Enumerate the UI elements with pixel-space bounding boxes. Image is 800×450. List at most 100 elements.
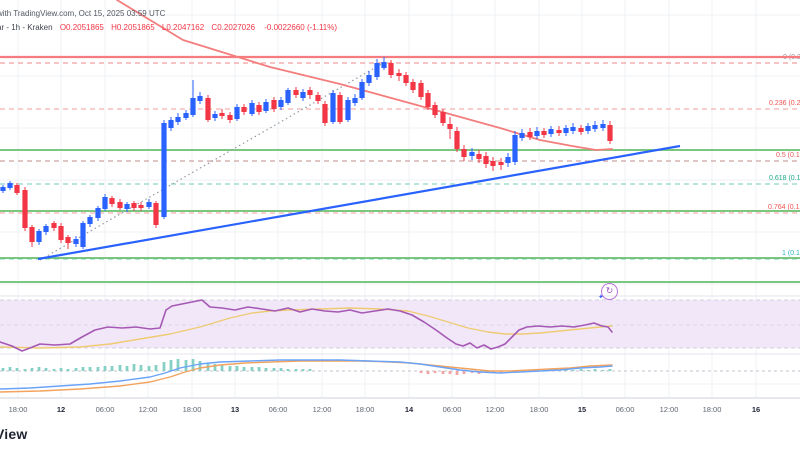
candle-body [278, 100, 284, 107]
time-tick-label: 16 [752, 405, 760, 414]
time-tick-label: 18:00 [183, 405, 202, 414]
time-tick-label: 06:00 [269, 405, 288, 414]
time-tick-label: 18:00 [530, 405, 549, 414]
candle-body [73, 239, 79, 244]
red-moving-average [116, 0, 613, 151]
macd-histogram-bar [81, 367, 85, 371]
refresh-swirl-icon: ↻ ✦ [598, 283, 618, 301]
macd-histogram-bar [110, 366, 114, 371]
macd-histogram-bar [419, 371, 423, 373]
rsi-ma-line [0, 307, 613, 349]
candle-body [58, 226, 64, 240]
macd-histogram-bar [66, 369, 70, 371]
fib-level-label: 0.236 (0.2 [769, 100, 800, 107]
candle-body [447, 124, 453, 129]
candle-body [374, 63, 380, 77]
macd-histogram-bar [264, 368, 268, 371]
candle-body [0, 187, 6, 191]
candle-body [109, 198, 115, 204]
candle-body [381, 62, 387, 68]
candle-body [161, 123, 167, 217]
macd-histogram-bar [184, 360, 188, 371]
macd-histogram-bar [147, 366, 151, 371]
time-axis[interactable]: 18:00 12 06:00 12:00 18:00 13 06:00 12:00 18:00 1… [9, 405, 761, 414]
macd-histogram-bar [103, 366, 107, 371]
macd-histogram-bar [586, 370, 590, 371]
candle-body [527, 132, 533, 137]
fib-level-label: 0.5 (0.1 [776, 152, 800, 159]
candle-body [197, 96, 203, 101]
macd-histogram-bar [433, 371, 437, 373]
ohlc-high: H0.2051865 [111, 23, 155, 32]
candle-body [131, 203, 137, 208]
macd-histogram-bar [118, 365, 122, 371]
macd-histogram-bar [279, 368, 283, 371]
candle-body [117, 202, 123, 208]
candle-body [36, 231, 42, 242]
candle-body [396, 73, 402, 76]
candle-body [271, 100, 277, 109]
candle-body [7, 183, 13, 188]
macd-histogram-bar [37, 367, 41, 371]
candle-body [476, 154, 482, 159]
candle-body [570, 127, 576, 131]
macd-histogram-bar [571, 370, 575, 371]
fib-level-label: 1 (0.1 [782, 250, 800, 257]
candle-body [227, 115, 233, 120]
macd-histogram-bar [455, 371, 459, 375]
candle-body [345, 100, 351, 120]
macd-histogram-bar [257, 367, 261, 371]
candle-body [65, 237, 71, 243]
candle-body [541, 131, 547, 135]
macd-histogram-bar [96, 367, 100, 371]
candle-body [548, 129, 554, 134]
candle-body [138, 205, 144, 208]
sparkle-icon: ✦ [598, 294, 604, 301]
time-tick-label: 18:00 [703, 405, 722, 414]
candle-body [403, 75, 409, 83]
time-tick-label: 14 [405, 405, 414, 414]
macd-histogram-bar [593, 369, 597, 371]
candle-body [505, 157, 511, 163]
candle-body [366, 75, 372, 83]
candle-body [43, 226, 49, 232]
time-tick-label: 12:00 [660, 405, 679, 414]
macd-histogram-bar [608, 369, 612, 371]
candle-body [483, 156, 489, 164]
candle-body [410, 82, 416, 90]
time-tick-label: 12 [57, 405, 65, 414]
candle-body [14, 185, 20, 193]
candle-body [337, 95, 343, 122]
candle-body [124, 204, 130, 209]
macd-histogram-bar [235, 366, 239, 371]
ascending-support-trendline [37, 144, 681, 261]
macd-histogram-bar [308, 369, 312, 371]
candle-body [307, 90, 313, 95]
macd-histogram-bar [88, 367, 92, 371]
macd-histogram-bar [23, 369, 27, 371]
candle-body [388, 63, 394, 75]
macd-histogram-bar [52, 369, 56, 371]
candle-body [352, 98, 358, 103]
candle-body [87, 217, 93, 224]
macd-histogram-bar [272, 368, 276, 371]
candle-body [556, 130, 562, 133]
fib-anchor-dotted-line [39, 61, 386, 261]
candle-body [585, 126, 591, 131]
tradingview-logo[interactable]: View [0, 426, 28, 442]
candle-body [249, 103, 255, 114]
candle-body [263, 102, 269, 111]
macd-histogram-bar [132, 364, 136, 371]
candle-body [102, 197, 108, 209]
time-tick-label: 12:00 [486, 405, 505, 414]
macd-histogram-bar [426, 371, 430, 374]
candle-body [498, 162, 504, 165]
candle-body [183, 113, 189, 118]
macd-histogram-bar [242, 367, 246, 371]
macd-histogram-bar [286, 369, 290, 371]
candle-body [22, 190, 28, 228]
time-tick-label: 06:00 [616, 405, 635, 414]
macd-histogram-bar [228, 366, 232, 371]
candle-body [241, 107, 247, 112]
